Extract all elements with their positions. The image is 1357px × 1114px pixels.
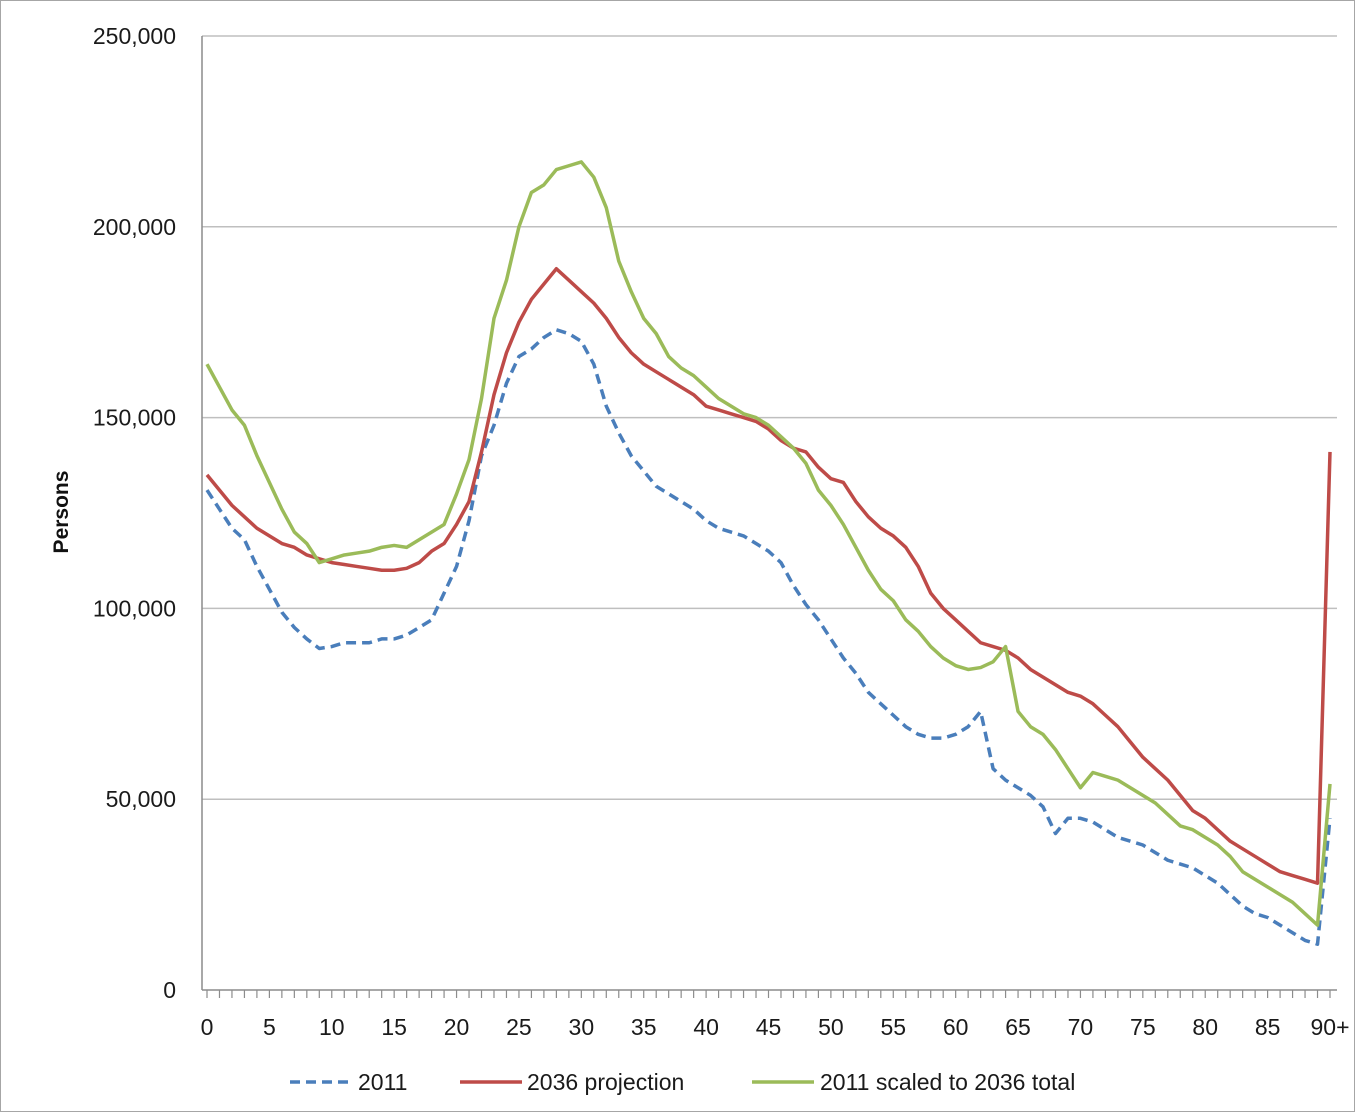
x-tick-label: 25 <box>506 1014 532 1040</box>
x-tick-labels: 0 5 10 15 20 25 30 35 40 45 50 55 60 65 70 75 80 85 90+ <box>201 1014 1350 1040</box>
x-tick-label: 85 <box>1255 1014 1281 1040</box>
x-tick-label: 90+ <box>1310 1014 1349 1040</box>
x-tick-label: 10 <box>319 1014 345 1040</box>
y-tick-label: 50,000 <box>106 786 176 812</box>
x-tick-label: 30 <box>569 1014 595 1040</box>
series-lines <box>205 160 1332 946</box>
x-tick-label: 15 <box>381 1014 407 1040</box>
x-tick-label: 45 <box>756 1014 782 1040</box>
series-line-2 <box>205 160 1332 927</box>
series-line-0 <box>205 328 1332 946</box>
x-tick-label: 0 <box>201 1014 214 1040</box>
legend: 2011 2036 projection 2011 scaled to 2036 t… <box>290 1069 1075 1095</box>
x-tick-label: 55 <box>880 1014 906 1040</box>
x-tick-label: 80 <box>1192 1014 1218 1040</box>
x-tick-label: 50 <box>818 1014 844 1040</box>
axes <box>201 36 1337 998</box>
x-tick-label: 70 <box>1068 1014 1094 1040</box>
y-tick-label: 150,000 <box>93 405 176 431</box>
y-axis-title: Persons <box>50 471 73 554</box>
y-tick-labels: 0 50,000 100,000 150,000 200,000 250,000 <box>93 23 176 1003</box>
x-tick-label: 65 <box>1005 1014 1031 1040</box>
x-tick-label: 75 <box>1130 1014 1156 1040</box>
x-tick-label: 60 <box>943 1014 969 1040</box>
legend-label-2: 2011 scaled to 2036 total <box>820 1069 1075 1095</box>
y-tick-label: 100,000 <box>93 595 176 621</box>
x-tick-label: 35 <box>631 1014 657 1040</box>
gridlines <box>202 35 1337 800</box>
legend-label-0: 2011 <box>358 1069 407 1095</box>
y-tick-label: 200,000 <box>93 214 176 240</box>
series-line-1 <box>205 267 1332 885</box>
x-tick-label: 40 <box>693 1014 719 1040</box>
x-tick-label: 20 <box>444 1014 470 1040</box>
legend-label-1: 2036 projection <box>527 1069 684 1095</box>
y-tick-label: 0 <box>163 977 176 1003</box>
y-tick-label: 250,000 <box>93 23 176 49</box>
x-tick-label: 5 <box>263 1014 276 1040</box>
